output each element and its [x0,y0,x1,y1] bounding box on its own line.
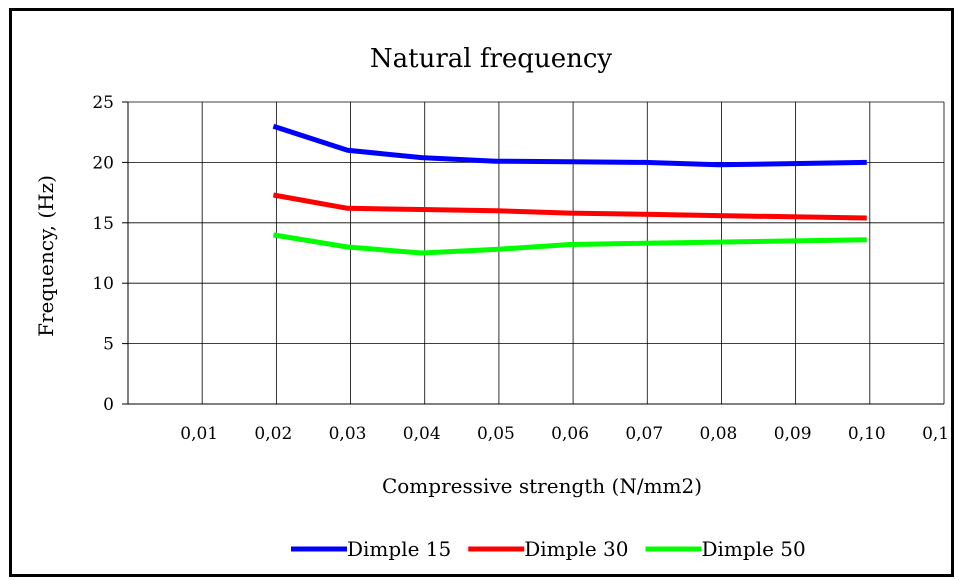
chart-frame: Natural frequency 0 5 10 15 20 25 0,01 0,02 0,0… [9,8,954,577]
x-axis-ticks: 0,01 0,02 0,03 0,04 0,05 0,06 0,07 0,08 0,09 0,10… [180,424,951,444]
y-tick-label-4: 20 [92,153,114,173]
y-tick-label-1: 5 [103,335,114,355]
x-tick-label-8: 0,09 [774,424,812,444]
series-line-dimple-30 [272,192,867,221]
y-tick-label-2: 10 [92,274,114,294]
x-tick-label-2: 0,03 [329,424,367,444]
y-axis-label: Frequency, (Hz) [34,175,58,337]
x-axis-label: Compressive strength (N/mm2) [382,474,702,498]
series-lines [272,123,867,256]
x-tick-label-5: 0,06 [551,424,589,444]
x-tick-label-7: 0,08 [700,424,738,444]
x-tick-label-10: 0,11 [922,424,951,444]
x-tick-label-1: 0,02 [254,424,292,444]
y-axis-ticks: 0 5 10 15 20 25 [92,93,128,415]
chart-title: Natural frequency [370,44,612,74]
legend-label-2: Dimple 50 [702,537,806,561]
legend: Dimple 15 Dimple 30 Dimple 50 [291,537,806,561]
x-tick-label-3: 0,04 [403,424,441,444]
x-tick-label-6: 0,07 [625,424,663,444]
x-tick-label-0: 0,01 [180,424,218,444]
grid [127,101,945,405]
y-tick-label-5: 25 [92,93,114,113]
legend-label-1: Dimple 30 [524,537,628,561]
y-tick-label-3: 15 [92,214,114,234]
legend-label-0: Dimple 15 [347,537,451,561]
y-tick-label-0: 0 [103,395,114,415]
series-line-dimple-15 [272,123,867,168]
x-tick-label-9: 0,10 [848,424,886,444]
x-tick-label-4: 0,05 [477,424,515,444]
series-line-dimple-50 [272,232,867,256]
